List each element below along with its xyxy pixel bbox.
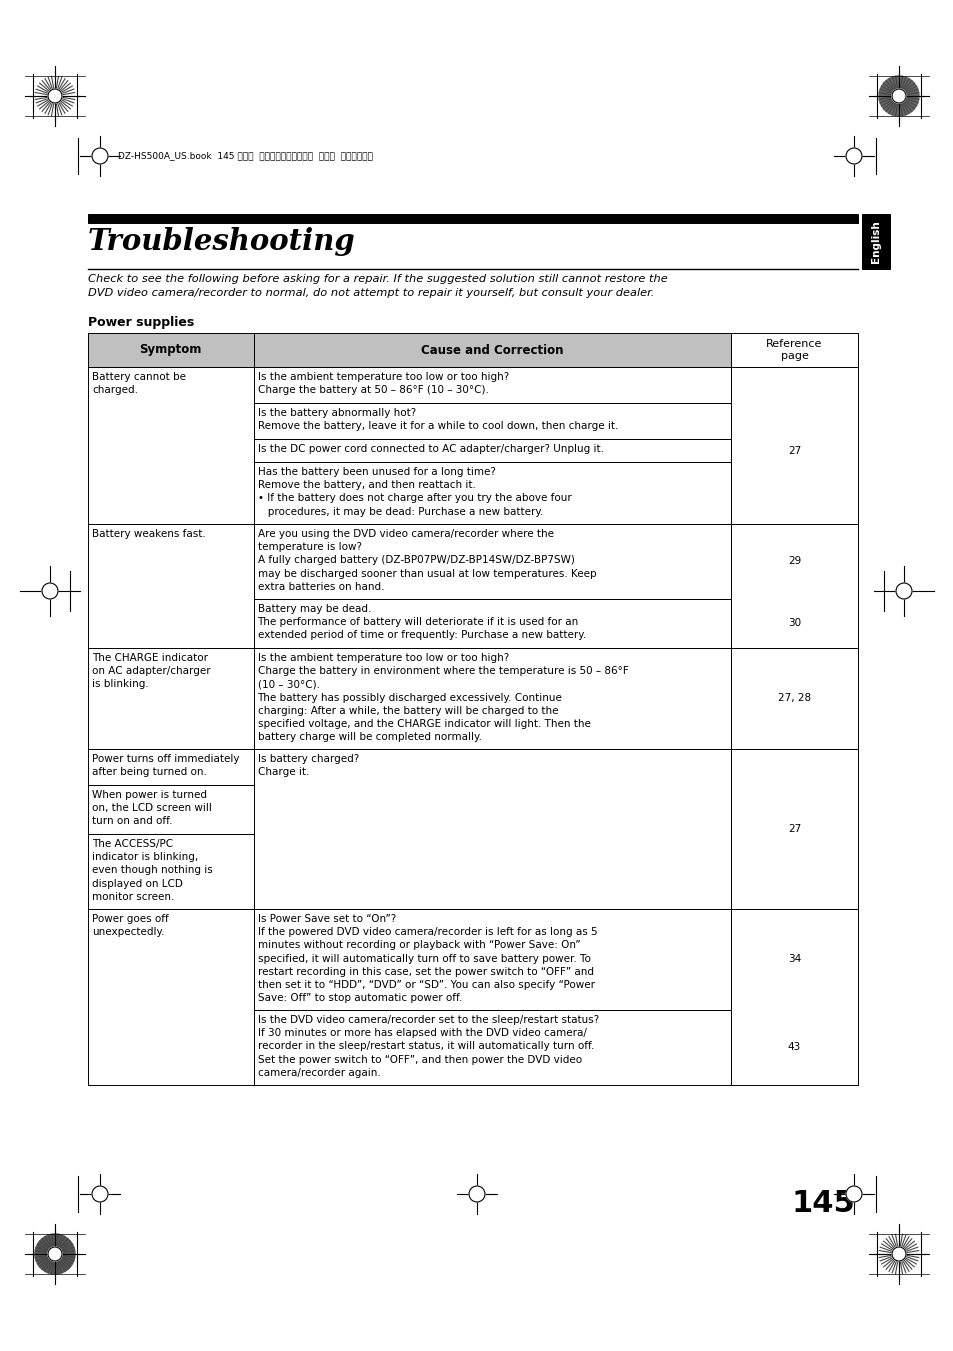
Text: Battery cannot be
charged.: Battery cannot be charged.	[91, 372, 186, 396]
Bar	[253, 439, 730, 462]
Text: 34: 34	[787, 955, 801, 965]
Text: Power turns off immediately
after being turned on.: Power turns off immediately after being …	[91, 754, 239, 777]
Bar	[253, 909, 730, 1011]
Text: Cause and Correction: Cause and Correction	[420, 343, 563, 357]
Bar	[253, 748, 730, 909]
Bar	[253, 598, 730, 648]
Text: The CHARGE indicator
on AC adapter/charger
is blinking.: The CHARGE indicator on AC adapter/charg…	[91, 653, 211, 689]
Text: Symptom: Symptom	[139, 343, 202, 357]
Text: 30: 30	[787, 619, 801, 628]
Text: 145: 145	[790, 1189, 854, 1217]
Text: Battery may be dead.
The performance of battery will deteriorate if it is used f: Battery may be dead. The performance of …	[257, 604, 585, 640]
Text: Are you using the DVD video camera/recorder where the
temperature is low?
A full: Are you using the DVD video camera/recor…	[257, 530, 596, 592]
Bar	[88, 785, 253, 834]
Text: DZ-HS500A_US.book  145 ページ  ２００７年１月１５日  月曜日  午後５時０分: DZ-HS500A_US.book 145 ページ ２００７年１月１５日 月曜日…	[118, 151, 373, 161]
Text: Power goes off
unexpectedly.: Power goes off unexpectedly.	[91, 915, 169, 938]
Circle shape	[48, 89, 62, 103]
Text: Is the ambient temperature too low or too high?
Charge the battery at 50 – 86°F : Is the ambient temperature too low or to…	[257, 372, 508, 396]
Bar	[253, 403, 730, 439]
Bar	[253, 367, 730, 403]
Text: 43: 43	[787, 1043, 801, 1052]
Bar	[88, 213, 857, 223]
Bar	[88, 909, 253, 1085]
Circle shape	[891, 89, 905, 103]
Bar	[730, 524, 857, 648]
Bar	[730, 909, 857, 1085]
Circle shape	[845, 1186, 862, 1202]
Text: Check to see the following before asking for a repair. If the suggested solution: Check to see the following before asking…	[88, 274, 667, 299]
Text: The ACCESS/PC
indicator is blinking,
even though nothing is
displayed on LCD
mon: The ACCESS/PC indicator is blinking, eve…	[91, 839, 213, 902]
Bar	[730, 748, 857, 909]
Bar	[88, 648, 253, 748]
Bar	[88, 748, 253, 785]
Circle shape	[48, 89, 62, 103]
Text: Troubleshooting: Troubleshooting	[88, 227, 355, 255]
Bar	[253, 462, 730, 524]
Circle shape	[48, 1247, 62, 1260]
Bar	[88, 834, 253, 909]
Text: 27: 27	[787, 446, 801, 455]
Text: Is the DVD video camera/recorder set to the sleep/restart status?
If 30 minutes : Is the DVD video camera/recorder set to …	[257, 1015, 598, 1078]
Circle shape	[42, 584, 58, 598]
Circle shape	[91, 149, 108, 163]
Text: Is the DC power cord connected to AC adapter/charger? Unplug it.: Is the DC power cord connected to AC ada…	[257, 444, 603, 454]
Text: Is the battery abnormally hot?
Remove the battery, leave it for a while to cool : Is the battery abnormally hot? Remove th…	[257, 408, 618, 431]
Bar	[730, 367, 857, 524]
Bar	[253, 524, 730, 598]
Bar	[730, 332, 857, 367]
Bar	[88, 367, 253, 524]
Circle shape	[891, 89, 905, 103]
Circle shape	[469, 1186, 484, 1202]
Bar	[253, 648, 730, 748]
Circle shape	[891, 1247, 905, 1260]
Circle shape	[91, 1186, 108, 1202]
Bar	[253, 332, 730, 367]
Circle shape	[895, 584, 911, 598]
Bar	[253, 1011, 730, 1085]
Bar	[862, 213, 889, 269]
Circle shape	[891, 1247, 905, 1260]
Text: 27: 27	[787, 824, 801, 834]
Text: Is battery charged?
Charge it.: Is battery charged? Charge it.	[257, 754, 358, 777]
Text: Power supplies: Power supplies	[88, 316, 194, 330]
Text: When power is turned
on, the LCD screen will
turn on and off.: When power is turned on, the LCD screen …	[91, 790, 212, 827]
Circle shape	[845, 149, 862, 163]
Text: Reference
page: Reference page	[765, 339, 821, 361]
Circle shape	[35, 1233, 75, 1274]
Text: English: English	[870, 220, 880, 263]
Circle shape	[878, 76, 918, 116]
Circle shape	[48, 1247, 62, 1260]
Text: Is Power Save set to “On”?
If the powered DVD video camera/recorder is left for : Is Power Save set to “On”? If the powere…	[257, 915, 597, 1004]
Text: 27, 28: 27, 28	[777, 693, 810, 704]
Bar	[730, 648, 857, 748]
Text: Battery weakens fast.: Battery weakens fast.	[91, 530, 206, 539]
Bar	[88, 524, 253, 648]
Text: Is the ambient temperature too low or too high?
Charge the battery in environmen: Is the ambient temperature too low or to…	[257, 653, 628, 742]
Bar	[88, 332, 253, 367]
Text: 29: 29	[787, 557, 801, 566]
Text: Has the battery been unused for a long time?
Remove the battery, and then reatta: Has the battery been unused for a long t…	[257, 467, 571, 516]
